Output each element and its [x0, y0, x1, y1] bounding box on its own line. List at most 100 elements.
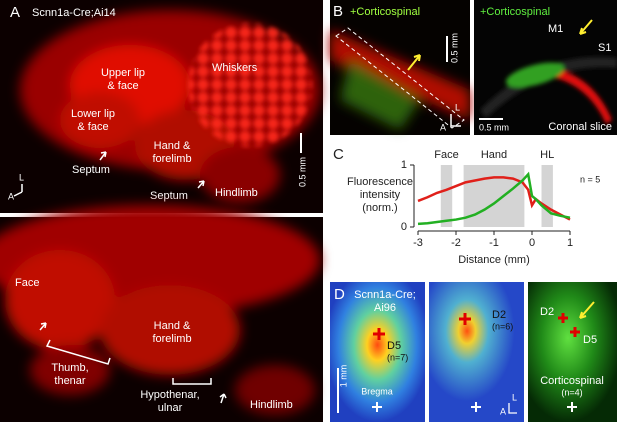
- fluorescence: [330, 30, 470, 130]
- label: D5: [583, 334, 597, 346]
- panel-letter: D: [334, 286, 345, 303]
- label: A: [440, 122, 446, 132]
- label: Hypothenar,: [140, 389, 199, 401]
- centroid: [373, 328, 385, 340]
- y-tick-label: 1: [401, 159, 407, 171]
- panel-d: D Scnn1a-Cre; Ai96 D5 (n=7) 1 mm Bregma …: [330, 282, 617, 422]
- label: A: [8, 191, 14, 201]
- label: D2: [540, 306, 554, 318]
- region: [541, 165, 553, 227]
- label: Upper lip: [101, 67, 145, 79]
- bracket: [45, 339, 111, 365]
- label: Thumb,: [51, 362, 88, 374]
- panel-a-bottom: Face Hand & forelimb Thumb, thenar Hypot…: [0, 205, 323, 422]
- label: Hindlimb: [250, 399, 293, 411]
- arrow: [197, 180, 205, 189]
- label: M1: [548, 23, 563, 35]
- region: [463, 165, 525, 227]
- label: Hindlimb: [215, 187, 258, 199]
- y-axis-label: intensity: [360, 189, 401, 201]
- panel-b: B +Corticospinal 0.5 mm L A +Corticospin…: [330, 0, 617, 135]
- label: Scnn1a-Cre;: [354, 289, 416, 301]
- series-line: [417, 171, 571, 226]
- label: Hand &: [154, 140, 191, 152]
- label: Ai96: [374, 302, 396, 314]
- label: Septum: [72, 164, 110, 176]
- image-bg: [528, 282, 617, 422]
- x-tick-label: -1: [489, 237, 499, 249]
- label: Corticospinal: [540, 375, 604, 387]
- label: Coronal slice: [548, 121, 612, 133]
- label: L: [512, 392, 517, 402]
- panel-a-top: A Scnn1a-Cre;Ai14 Whiskers Upper lip & f…: [0, 0, 323, 213]
- label: thenar: [54, 375, 86, 387]
- label: L: [19, 172, 24, 182]
- orientation: [13, 184, 23, 197]
- label: & face: [77, 121, 108, 133]
- heatmap: [429, 282, 524, 422]
- bregma-mark: [567, 402, 577, 412]
- label: Lower lip: [71, 108, 115, 120]
- panel-letter: B: [333, 3, 343, 20]
- x-tick-label: 1: [567, 237, 573, 249]
- label: D5: [387, 340, 401, 352]
- region-label: Hand: [481, 149, 507, 161]
- heatmap: [330, 282, 425, 422]
- roi-box: [335, 27, 465, 129]
- label: Bregma: [361, 386, 393, 396]
- region-label: Face: [434, 149, 458, 161]
- panel-letter: A: [10, 4, 20, 21]
- x-tick-label: -2: [451, 237, 461, 249]
- centroid: [459, 313, 471, 325]
- panel-letter: C: [333, 146, 344, 163]
- label: Hand &: [154, 320, 191, 332]
- label: (n=4): [561, 387, 582, 397]
- y-axis-label: (norm.): [362, 202, 397, 214]
- arrow: [407, 54, 421, 71]
- label: forelimb: [152, 333, 191, 345]
- x-tick-label: 0: [529, 237, 535, 249]
- fluorescence: [480, 57, 617, 124]
- scale-label: 0.5 mm: [297, 157, 307, 187]
- label: forelimb: [152, 153, 191, 165]
- label: A: [500, 406, 506, 416]
- region-label: HL: [540, 149, 554, 161]
- whiskers-barrels: [188, 23, 312, 147]
- orientation: [450, 114, 461, 127]
- label: & face: [107, 80, 138, 92]
- label: (n=6): [492, 321, 513, 331]
- arrow: [39, 322, 47, 331]
- label: +Corticospinal: [350, 6, 420, 18]
- label: Scnn1a-Cre;Ai14: [32, 7, 116, 19]
- arrow: [99, 151, 107, 161]
- centroid: [558, 313, 568, 323]
- scale-label: 0.5 mm: [449, 33, 459, 63]
- bregma-mark: [372, 402, 382, 412]
- panel-c: C Fluorescence intensity (norm.) Distanc…: [333, 146, 600, 266]
- centroid: [570, 327, 580, 337]
- orientation: [508, 403, 517, 414]
- annotation: n = 5: [580, 174, 600, 184]
- label: Whiskers: [212, 62, 258, 74]
- label: Septum: [150, 190, 188, 202]
- arrow: [219, 393, 227, 404]
- scale-label: 1 mm: [338, 365, 348, 388]
- label: (n=7): [387, 352, 408, 362]
- label: L: [455, 102, 460, 112]
- bracket: [172, 378, 212, 385]
- scale-label: 0.5 mm: [479, 122, 509, 132]
- arrow: [579, 19, 593, 35]
- label: +Corticospinal: [480, 6, 550, 18]
- label: S1: [598, 42, 611, 54]
- label: ulnar: [158, 402, 183, 414]
- x-axis-label: Distance (mm): [458, 254, 530, 266]
- series-line: [417, 176, 571, 221]
- x-tick-label: -3: [413, 237, 423, 249]
- y-tick-label: 0: [401, 221, 407, 233]
- y-axis-label: Fluorescence: [347, 176, 413, 188]
- label: D2: [492, 309, 506, 321]
- label: Face: [15, 277, 39, 289]
- region: [440, 165, 453, 227]
- arrow: [579, 301, 595, 319]
